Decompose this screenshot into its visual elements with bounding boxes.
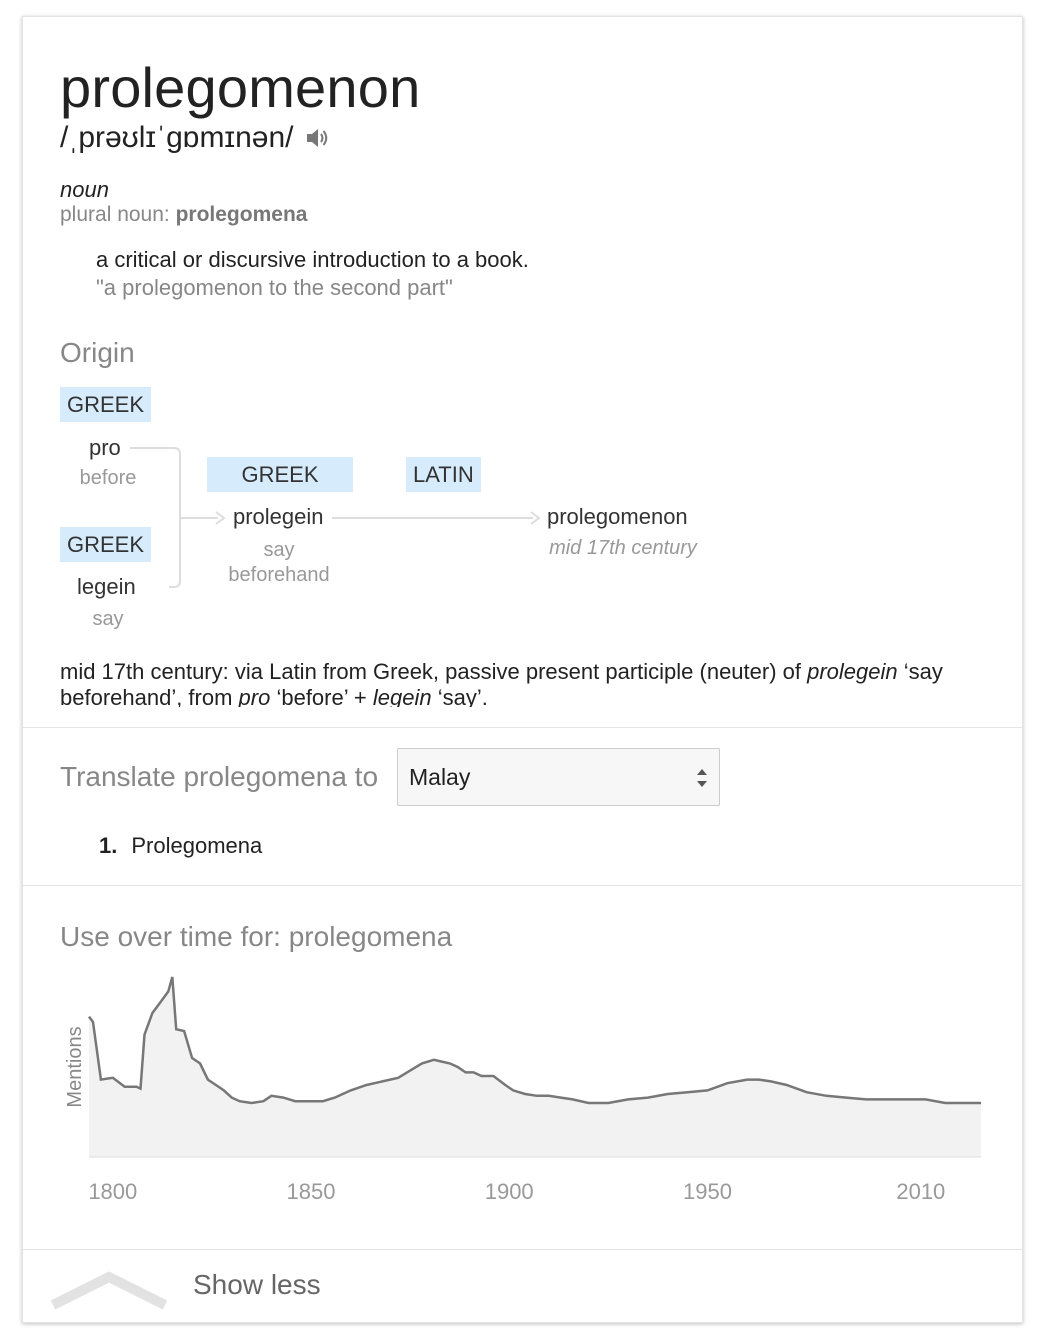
pronunciation-row: /ˌprəʊlɪˈɡɒmɪnən/ [60, 121, 330, 155]
headword: prolegomenon [60, 56, 421, 119]
etym-date-final: mid 17th century [549, 537, 697, 559]
part-of-speech: noun [60, 177, 109, 202]
chart-x-tick-label: 1950 [683, 1179, 732, 1204]
chart-x-ticks: 1800 1850 1900 1950 2010 [88, 1179, 945, 1204]
translate-label: Translate prolegomena to [60, 761, 379, 792]
chart-area-fill [89, 977, 981, 1157]
result-text: Prolegomena [131, 833, 263, 858]
speaker-icon[interactable] [304, 125, 330, 151]
section-divider [23, 1249, 1024, 1250]
chart-plot-area [87, 976, 981, 1158]
section-divider [23, 727, 1024, 728]
latin-tag: LATIN [406, 457, 481, 492]
etym-gloss-prolegein-1: say [263, 539, 295, 561]
etym-gloss-prolegein-2: beforehand [228, 564, 330, 586]
chart-x-tick-label: 2010 [896, 1179, 945, 1204]
origin-heading: Origin [60, 337, 135, 368]
example-sentence: "a prolegomenon to the second part" [96, 275, 453, 300]
dictionary-card: prolegomenon /ˌprəʊlɪˈɡɒmɪnən/ noun plur… [22, 16, 1024, 1323]
pronunciation: /ˌprəʊlɪˈɡɒmɪnən/ [60, 121, 294, 154]
select-arrows-icon [697, 769, 707, 787]
etym-word-pro: pro [89, 435, 121, 460]
show-less-button[interactable]: Show less [193, 1269, 321, 1300]
chart-x-tick-label: 1850 [287, 1179, 336, 1204]
etym-gloss-pro: before [79, 467, 137, 489]
chart-ylabel: Mentions [64, 1026, 86, 1107]
chart-series-line [87, 976, 981, 1105]
usage-chart: Mentions 1800 1850 1900 1950 2010 [64, 976, 981, 1204]
section-divider [23, 885, 1024, 886]
greek-tag-prolegein: GREEK [207, 457, 353, 492]
plural-value: prolegomena [175, 203, 308, 226]
etymology-connectors [130, 447, 541, 588]
result-number: 1. [99, 833, 118, 858]
definition: a critical or discursive introduction to… [96, 247, 529, 272]
etym-word-final: prolegomenon [547, 504, 688, 529]
etym-word-legein: legein [77, 574, 136, 599]
etym-gloss-legein: say [92, 608, 124, 630]
greek-tag-legein: GREEK [60, 527, 152, 562]
greek-tag-pro: GREEK [60, 387, 152, 422]
etym-word-prolegein: prolegein [233, 504, 324, 529]
chart-x-tick-label: 1800 [88, 1179, 137, 1204]
language-select-value: Malay [409, 764, 471, 790]
translation-result: 1. Prolegomena [99, 833, 262, 859]
usage-heading: Use over time for: prolegomena [60, 921, 453, 952]
chevron-up-icon[interactable] [51, 1269, 167, 1311]
plural-form: plural noun: prolegomena [60, 203, 308, 226]
origin-description: mid 17th century: via Latin from Greek, … [60, 659, 943, 707]
chart-x-tick-label: 1900 [485, 1179, 534, 1204]
language-select[interactable]: Malay [397, 748, 720, 806]
